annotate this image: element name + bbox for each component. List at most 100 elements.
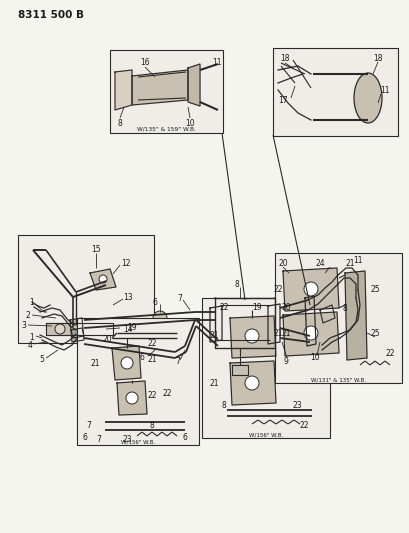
Text: 8: 8 (342, 303, 346, 312)
Text: W/156" W.B.: W/156" W.B. (248, 432, 282, 438)
Text: 8: 8 (234, 279, 239, 288)
Text: 22: 22 (272, 285, 282, 294)
Text: 21: 21 (272, 328, 282, 337)
Polygon shape (209, 306, 221, 342)
Polygon shape (231, 365, 247, 375)
Polygon shape (70, 318, 84, 342)
Text: 7: 7 (86, 422, 91, 431)
Circle shape (126, 392, 138, 404)
Polygon shape (214, 298, 274, 348)
Bar (274, 253, 401, 383)
Text: 8: 8 (149, 422, 154, 431)
Text: 9: 9 (283, 358, 288, 367)
Text: 25: 25 (369, 285, 379, 294)
Circle shape (303, 326, 317, 340)
Polygon shape (71, 328, 84, 338)
Ellipse shape (207, 298, 221, 348)
Text: W/156" W.B.: W/156" W.B. (121, 440, 155, 445)
Text: 5: 5 (39, 356, 44, 365)
Bar (202, 298, 329, 438)
Text: 22: 22 (147, 392, 156, 400)
Polygon shape (115, 70, 132, 110)
Text: 8: 8 (221, 401, 226, 410)
Text: 8: 8 (117, 118, 122, 127)
Bar (18, 235, 154, 343)
Text: 24: 24 (315, 259, 324, 268)
Text: 19: 19 (252, 303, 261, 311)
Text: 4: 4 (27, 341, 32, 350)
Text: 11: 11 (353, 255, 362, 264)
Polygon shape (344, 271, 366, 360)
Circle shape (245, 329, 258, 343)
Text: 20: 20 (102, 335, 112, 344)
Circle shape (245, 376, 258, 390)
Circle shape (121, 357, 133, 369)
Text: 11: 11 (212, 58, 221, 67)
Circle shape (93, 324, 103, 334)
Text: W/135" & 159" W.B.: W/135" & 159" W.B. (137, 126, 196, 132)
Text: 17: 17 (278, 95, 287, 104)
Polygon shape (229, 361, 275, 405)
Text: 19: 19 (127, 324, 137, 333)
Text: 18: 18 (280, 53, 289, 62)
Text: 22: 22 (384, 349, 394, 358)
Bar (110, 50, 222, 133)
Text: 2: 2 (25, 311, 30, 319)
Polygon shape (46, 323, 113, 335)
Ellipse shape (267, 298, 281, 348)
Text: 16: 16 (140, 58, 149, 67)
Text: 25: 25 (369, 328, 379, 337)
Bar (272, 48, 397, 136)
Polygon shape (267, 304, 279, 344)
Text: 7: 7 (175, 358, 180, 367)
Text: 8311 500 B: 8311 500 B (18, 10, 84, 20)
Text: 20: 20 (278, 259, 287, 268)
Polygon shape (319, 305, 334, 323)
Text: 7: 7 (177, 294, 182, 303)
Text: 1: 1 (29, 297, 34, 306)
Text: 20: 20 (281, 303, 290, 311)
Circle shape (55, 324, 65, 334)
Polygon shape (282, 312, 338, 356)
Polygon shape (132, 70, 188, 105)
Text: 10: 10 (310, 353, 319, 362)
Text: 6: 6 (82, 433, 87, 442)
Text: 21: 21 (90, 359, 99, 367)
Text: 21: 21 (209, 332, 218, 341)
Circle shape (303, 282, 317, 296)
Text: 6: 6 (152, 297, 157, 306)
Text: 21: 21 (281, 328, 290, 337)
Text: 1: 1 (29, 334, 34, 343)
Bar (77, 318, 198, 445)
Text: 12: 12 (121, 259, 130, 268)
Text: W/131" & 135" W.B.: W/131" & 135" W.B. (310, 377, 365, 383)
Text: 18: 18 (372, 53, 382, 62)
Polygon shape (90, 269, 116, 290)
Text: 15: 15 (91, 245, 101, 254)
Text: 11: 11 (379, 85, 389, 94)
Text: 22: 22 (219, 303, 228, 311)
Text: 23: 23 (292, 401, 301, 410)
Circle shape (99, 275, 107, 283)
Circle shape (153, 335, 166, 349)
Text: 22: 22 (162, 390, 171, 399)
Polygon shape (117, 381, 147, 415)
Text: 7: 7 (97, 435, 101, 445)
Text: 23: 23 (122, 435, 131, 445)
Polygon shape (112, 346, 141, 380)
Text: 6: 6 (182, 433, 187, 442)
Ellipse shape (353, 73, 381, 123)
Text: 3: 3 (22, 320, 26, 329)
Text: 13: 13 (123, 293, 133, 302)
Text: 21: 21 (147, 356, 156, 365)
Text: 21: 21 (344, 259, 354, 268)
Text: 10: 10 (185, 118, 194, 127)
Text: 21: 21 (209, 378, 218, 387)
Polygon shape (282, 268, 338, 311)
Polygon shape (188, 64, 200, 106)
Text: 22: 22 (299, 422, 308, 431)
Text: 6: 6 (139, 353, 144, 362)
Polygon shape (304, 296, 315, 346)
Text: 14: 14 (123, 326, 133, 335)
Polygon shape (229, 316, 275, 358)
